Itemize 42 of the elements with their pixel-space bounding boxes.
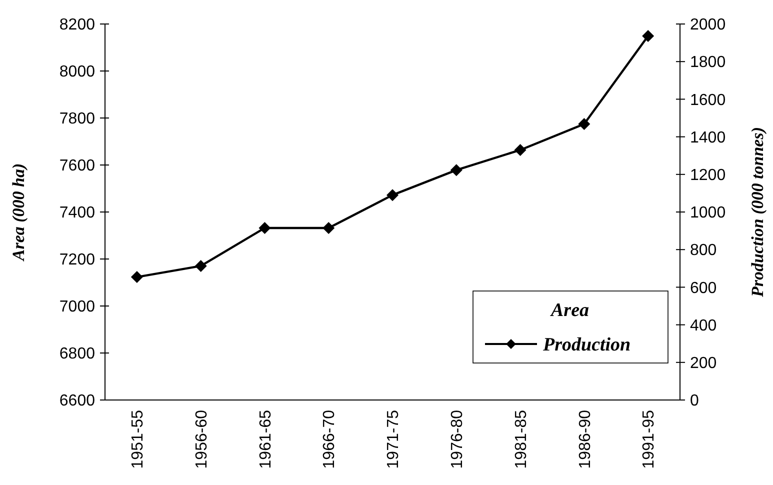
point: [514, 144, 526, 156]
y2-tick-label: 1600: [690, 92, 726, 109]
y-tick-label: 8000: [59, 64, 96, 81]
x-tick-label: 1981-85: [512, 410, 530, 469]
x-tick-label: 1966-70: [321, 410, 338, 469]
x-tick-label: 1956-60: [193, 410, 210, 469]
x-tick-label: 1961-65: [257, 410, 274, 469]
y2-tick-label: 1200: [690, 167, 726, 184]
x-tick-label: 1951-55: [130, 410, 147, 469]
y-tick-label: 6600: [59, 392, 96, 410]
y2-tick-label: 1000: [690, 204, 726, 222]
point: [322, 222, 335, 234]
y2-axis-title: Production (000 tonnes): [748, 126, 767, 298]
point: [578, 118, 590, 130]
y-tick-label: 6800: [59, 346, 96, 363]
legend-label: Production: [542, 334, 631, 356]
y-tick-label: 7000: [59, 298, 96, 316]
y2-tick-label: 800: [690, 242, 717, 260]
y-tick-label: 7200: [59, 252, 96, 269]
x-tick-label: 1986-90: [576, 410, 594, 469]
y-axis-title: Area (000 ha): [9, 163, 28, 262]
y-tick-label: 7600: [59, 158, 96, 175]
y-tick-label: 8200: [59, 16, 96, 34]
point: [642, 30, 654, 42]
point: [450, 164, 462, 176]
y-tick-label: 7400: [59, 204, 96, 222]
y2-tick-label: 0: [690, 392, 699, 410]
y2-tick-label: 1800: [690, 54, 726, 72]
point: [194, 260, 207, 272]
x-tick-label: 1991-95: [640, 410, 658, 469]
point: [130, 271, 143, 284]
y2-tick-label: 2000: [690, 16, 726, 34]
y-tick-label: 7800: [59, 110, 96, 128]
y2-tick-label: 1400: [690, 129, 726, 146]
y2-tick-label: 600: [690, 280, 717, 297]
legend-title: Area: [550, 300, 590, 321]
x-tick-label: 1976-80: [448, 410, 466, 469]
y2-tick-label: 400: [690, 317, 717, 334]
point: [386, 189, 398, 202]
y2-tick-label: 200: [690, 355, 717, 372]
point: [258, 222, 271, 234]
x-tick-label: 1971-75: [385, 410, 402, 469]
